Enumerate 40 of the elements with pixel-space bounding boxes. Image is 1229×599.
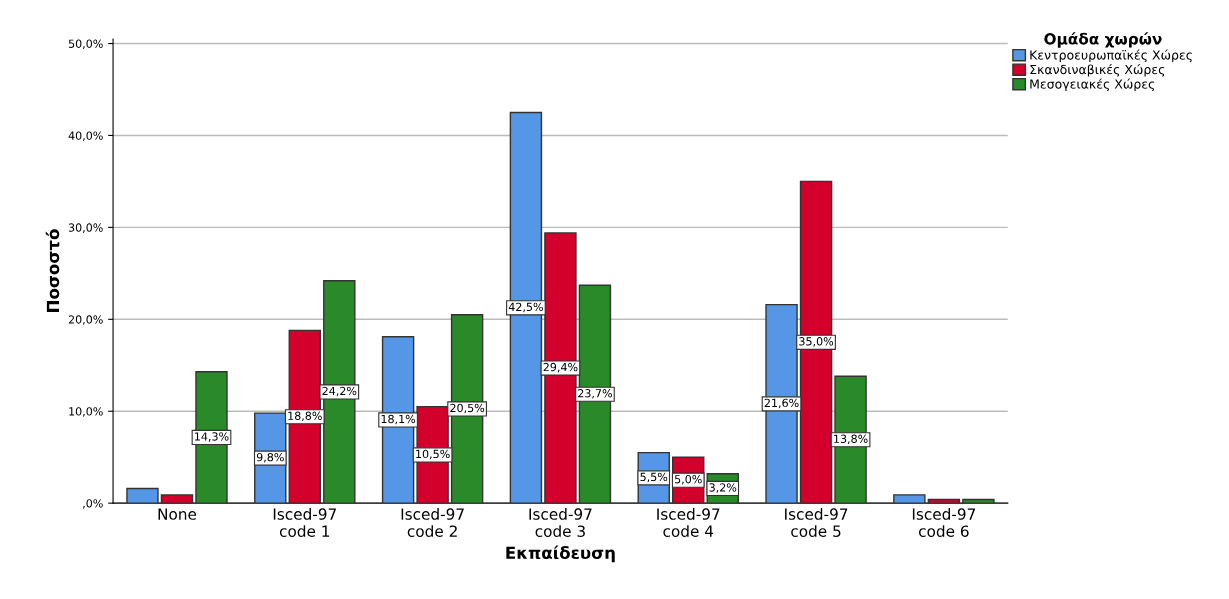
- y-tick-label: 40,0%: [68, 131, 103, 141]
- x-tick-label: Isced-97 code 2: [401, 508, 464, 537]
- x-tick-label: Isced-97 code 3: [529, 508, 592, 537]
- y-axis-title: Ποσοστό: [45, 229, 60, 312]
- x-tick-label: Isced-97 code 1: [273, 508, 336, 537]
- data-label: 21,6%: [764, 398, 799, 409]
- data-label: 18,8%: [288, 411, 322, 422]
- legend-label: Κεντροευρωπαϊκές Χώρες: [1030, 49, 1192, 63]
- data-label: 5,5%: [640, 472, 668, 483]
- data-label: 35,0%: [799, 337, 834, 347]
- data-label: 42,5%: [508, 302, 543, 313]
- legend-label: Σκανδιναβικές Χώρες: [1030, 64, 1165, 77]
- y-tick-label: 30,0%: [68, 223, 103, 233]
- bar: [126, 487, 159, 504]
- x-tick-label: Isced-97 code 5: [785, 508, 848, 537]
- bar: [962, 498, 995, 504]
- y-tick-label: ,0%: [83, 499, 103, 509]
- bar: [160, 494, 194, 504]
- y-tick-label: 20,0%: [68, 315, 103, 325]
- x-tick-label: Isced-97 code 6: [912, 508, 976, 537]
- x-tick-label: None: [158, 508, 197, 520]
- data-label: 13,8%: [834, 434, 868, 445]
- data-label: 23,7%: [578, 389, 612, 399]
- data-label: 3,2%: [709, 483, 737, 493]
- data-label: 29,4%: [543, 362, 578, 373]
- data-label: 20,5%: [450, 403, 485, 414]
- x-axis-title: Εκπαίδευση: [506, 545, 615, 563]
- legend-title: Ομάδα χωρών: [1044, 32, 1162, 48]
- data-label: 5,0%: [674, 475, 702, 485]
- bar: [893, 494, 926, 504]
- x-tick-label: Isced-97 code 4: [657, 508, 720, 537]
- data-label: 24,2%: [322, 386, 357, 397]
- y-tick-label: 10,0%: [69, 407, 103, 417]
- bar: [927, 498, 961, 504]
- data-label: 10,5%: [416, 449, 450, 460]
- y-tick-label: 50,0%: [68, 39, 103, 50]
- data-label: 14,3%: [195, 432, 229, 442]
- data-label: 18,1%: [381, 414, 416, 425]
- legend-label: Μεσογειακές Χώρες: [1030, 78, 1155, 92]
- data-label: 9,8%: [256, 452, 284, 463]
